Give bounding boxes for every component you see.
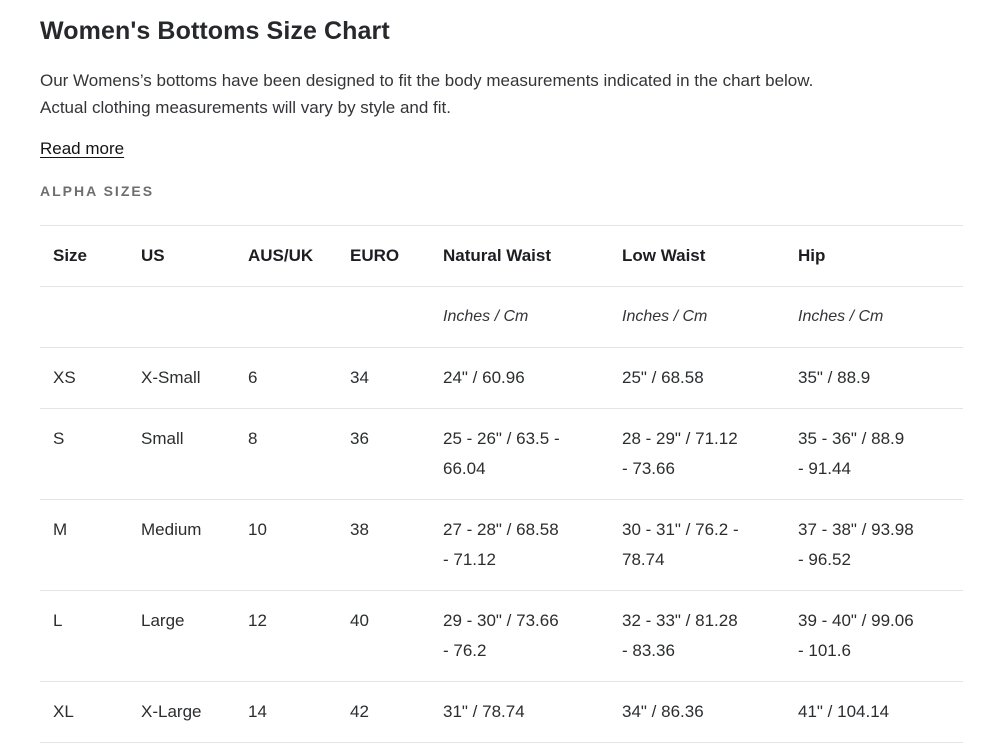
cell-euro: 42 <box>350 702 369 721</box>
cell-euro: 40 <box>350 611 369 630</box>
cell-euro: 34 <box>350 368 369 387</box>
cell-size: M <box>53 520 68 539</box>
cell-low-waist: 32 - 33" / 81.28 - 83.36 <box>622 611 738 660</box>
units-cell-empty <box>235 287 337 348</box>
cell-size: XS <box>53 368 76 387</box>
cell-size: XL <box>53 702 74 721</box>
table-row: M Medium 10 38 27 - 28" / 68.58 - 71.12 … <box>40 500 963 591</box>
cell-low-waist: 25" / 68.58 <box>622 368 704 387</box>
cell-us: Small <box>141 429 184 448</box>
units-low-waist: Inches / Cm <box>622 308 708 325</box>
table-row: L Large 12 40 29 - 30" / 73.66 - 76.2 32… <box>40 591 963 682</box>
cell-hip: 35" / 88.9 <box>798 368 871 387</box>
cell-aus-uk: 10 <box>248 520 267 539</box>
cell-natural-waist: 24" / 60.96 <box>443 368 525 387</box>
read-more-link[interactable]: Read more <box>40 139 125 158</box>
table-row: S Small 8 36 25 - 26" / 63.5 - 66.04 28 … <box>40 409 963 500</box>
column-header-low-waist: Low Waist <box>622 246 706 265</box>
cell-hip: 39 - 40" / 99.06 - 101.6 <box>798 611 914 660</box>
cell-low-waist: 30 - 31" / 76.2 - 78.74 <box>622 520 739 569</box>
section-label-alpha-sizes: ALPHA SIZES <box>40 183 155 199</box>
units-cell-empty <box>128 287 235 348</box>
table-row: XL X-Large 14 42 31" / 78.74 34" / 86.36… <box>40 682 963 743</box>
cell-natural-waist: 31" / 78.74 <box>443 702 525 721</box>
cell-us: Medium <box>141 520 202 539</box>
column-header-natural-waist: Natural Waist <box>443 246 552 265</box>
units-hip: Inches / Cm <box>798 308 884 325</box>
column-header-euro: EURO <box>350 246 400 265</box>
cell-aus-uk: 12 <box>248 611 267 630</box>
cell-aus-uk: 14 <box>248 702 267 721</box>
units-cell-empty <box>337 287 430 348</box>
table-units-row: Inches / Cm Inches / Cm Inches / Cm <box>40 287 963 348</box>
cell-low-waist: 34" / 86.36 <box>622 702 704 721</box>
cell-natural-waist: 29 - 30" / 73.66 - 76.2 <box>443 611 559 660</box>
cell-euro: 38 <box>350 520 369 539</box>
column-header-aus-uk: AUS/UK <box>248 246 314 265</box>
cell-euro: 36 <box>350 429 369 448</box>
table-header-row: Size US AUS/UK EURO Natural Waist Low Wa… <box>40 226 963 287</box>
cell-aus-uk: 8 <box>248 429 258 448</box>
intro-text: Our Womens’s bottoms have been designed … <box>40 71 814 117</box>
page-title: Women's Bottoms Size Chart <box>40 17 390 45</box>
cell-us: Large <box>141 611 185 630</box>
column-header-size: Size <box>53 246 88 265</box>
table-row: XS X-Small 6 34 24" / 60.96 25" / 68.58 … <box>40 348 963 409</box>
cell-hip: 35 - 36" / 88.9 - 91.44 <box>798 429 905 478</box>
cell-aus-uk: 6 <box>248 368 258 387</box>
cell-hip: 37 - 38" / 93.98 - 96.52 <box>798 520 914 569</box>
cell-hip: 41" / 104.14 <box>798 702 890 721</box>
cell-low-waist: 28 - 29" / 71.12 - 73.66 <box>622 429 738 478</box>
units-natural-waist: Inches / Cm <box>443 308 529 325</box>
size-chart-table: Size US AUS/UK EURO Natural Waist Low Wa… <box>40 225 963 743</box>
cell-natural-waist: 25 - 26" / 63.5 - 66.04 <box>443 429 560 478</box>
units-cell-empty <box>40 287 128 348</box>
column-header-hip: Hip <box>798 246 826 265</box>
cell-us: X-Large <box>141 702 202 721</box>
cell-natural-waist: 27 - 28" / 68.58 - 71.12 <box>443 520 559 569</box>
cell-size: S <box>53 429 65 448</box>
column-header-us: US <box>141 246 165 265</box>
cell-size: L <box>53 611 63 630</box>
cell-us: X-Small <box>141 368 201 387</box>
